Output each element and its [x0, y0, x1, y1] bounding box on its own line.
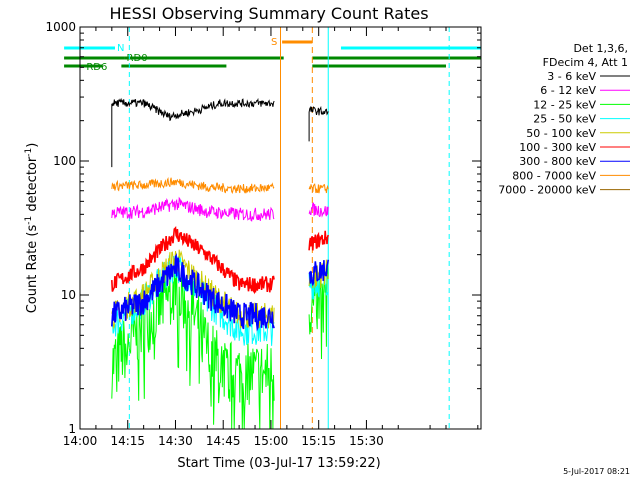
legend-label-8: 7000 - 20000 keV [498, 184, 596, 197]
x-tick-label-1: 14:15 [110, 434, 145, 448]
y-tick-label-0: 1 [68, 422, 76, 436]
legend-header-2: FDecim 4, Att 1 [543, 56, 628, 69]
series-line-5-seg1 [111, 226, 275, 295]
y-tick-label-1: 10 [61, 288, 76, 302]
x-tick-label-4: 15:00 [254, 434, 289, 448]
x-tick-label-6: 15:30 [349, 434, 384, 448]
x-axis-label: Start Time (03-Jul-17 13:59:22) [177, 456, 380, 471]
series-line-7-seg2 [308, 183, 329, 194]
series-group [111, 97, 329, 430]
series-line-1-seg1 [111, 196, 275, 222]
series-line-6-seg1 [111, 253, 275, 332]
flag-rd6-label: RD6 [86, 62, 107, 73]
series-line-7-seg1 [111, 177, 275, 194]
x-tick-label-2: 14:30 [158, 434, 193, 448]
x-tick-label-0: 14:00 [63, 434, 98, 448]
series-line-0-seg1 [111, 97, 275, 168]
legend-label-5: 100 - 300 keV [519, 141, 596, 154]
legend-label-0: 3 - 6 keV [547, 70, 596, 83]
legend-label-2: 12 - 25 keV [533, 98, 596, 111]
legend-label-4: 50 - 100 keV [526, 127, 596, 140]
timestamp: 5-Jul-2017 08:21 [563, 467, 630, 476]
legend-label-7: 800 - 7000 keV [512, 169, 596, 182]
series-line-6-seg2 [308, 259, 329, 287]
y-axis-label: Count Rate (s-1 detector-1) [24, 143, 40, 314]
y-axis: 1 10 100 1000 [45, 20, 481, 436]
legend-label-3: 25 - 50 keV [533, 113, 596, 126]
plot-frame [79, 26, 482, 430]
flag-s-label: S [271, 37, 277, 48]
series-line-0-seg2 [308, 105, 329, 142]
legend-label-6: 300 - 800 keV [519, 155, 596, 168]
legend-label-1: 6 - 12 keV [540, 84, 596, 97]
series-line-1-seg2 [308, 202, 329, 218]
legend-header-1: Det 1,3,6, [573, 42, 628, 55]
x-tick-label-3: 14:45 [206, 434, 241, 448]
flag-rd0-label: RD0 [127, 53, 148, 64]
series-line-5-seg2 [308, 230, 329, 251]
flag-n-label: N [117, 43, 124, 54]
y-tick-label-3: 1000 [45, 20, 76, 34]
y-tick-label-2: 100 [53, 154, 76, 168]
chart-title: HESSI Observing Summary Count Rates [109, 4, 428, 23]
x-axis: 14:00 14:15 14:30 14:45 15:00 15:15 15:30 [63, 27, 479, 448]
x-tick-label-5: 15:15 [301, 434, 336, 448]
